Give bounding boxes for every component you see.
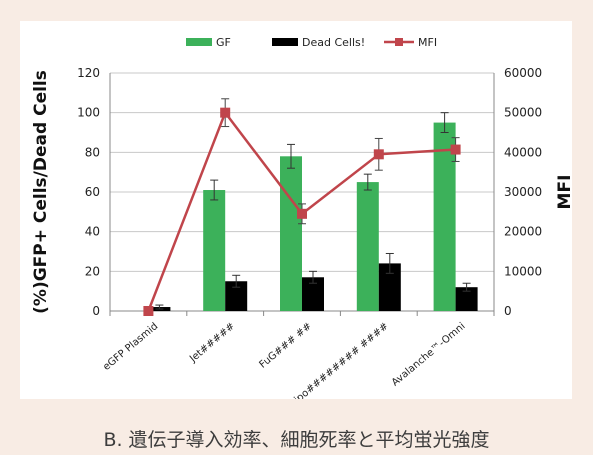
x-tick-label: Jet##### [187,321,237,365]
bar-gf [280,156,302,311]
y2-tick-label: 0 [504,304,512,318]
legend-label: Dead Cells! [302,36,365,49]
bar-dead-cells- [455,287,478,311]
chart-panel: 0 20 40 60 80 100 120 0 10000 20000 30000 40000 5000… [20,21,572,399]
combo-chart: 0 20 40 60 80 100 120 0 10000 20000 30000 40000 5000… [31,36,572,399]
figure-caption: B. 遺伝子導入効率、細胞死率と平均蛍光強度 [103,429,490,451]
bar-dead-cells- [378,263,401,311]
y2-tick-label: 60000 [504,66,542,80]
x-tick-label: Avalanche™-Omni [390,321,468,389]
bar-dead-cells- [225,281,248,311]
y-tick-label: 20 [85,264,100,278]
bar-gf [356,182,379,311]
y2-tick-label: 40000 [504,145,542,159]
y2-tick-label: 20000 [504,225,542,239]
legend-label: GF [216,36,231,49]
y-tick-label: 60 [85,185,100,199]
bar-gf [203,190,226,311]
mfi-point [297,208,307,219]
y-tick-label: 40 [85,225,100,239]
legend-label: MFI [418,36,437,49]
mfi-point [373,149,384,160]
legend-swatch [272,38,298,46]
legend-swatch [186,38,212,46]
bar-gf [433,122,456,311]
mfi-point [143,306,154,316]
y-tick-label: 120 [77,66,100,80]
y-axis-label: (%)GFP+ Cells/Dead Cells [31,70,51,314]
mfi-point [220,107,231,118]
x-tick-label: eGFP Plasmid [101,321,160,373]
y2-tick-label: 50000 [504,106,542,120]
legend-swatch-marker [395,38,403,46]
y2-tick-label: 30000 [504,185,542,199]
x-tick-label: FuG### ## [258,321,314,371]
bar-dead-cells- [302,277,324,311]
y-tick-label: 80 [85,145,100,159]
y2-axis-label: MFI [555,175,572,210]
y-tick-label: 0 [92,304,100,318]
y2-tick-label: 10000 [504,264,542,278]
mfi-point [450,144,461,155]
y-tick-label: 100 [77,106,100,120]
